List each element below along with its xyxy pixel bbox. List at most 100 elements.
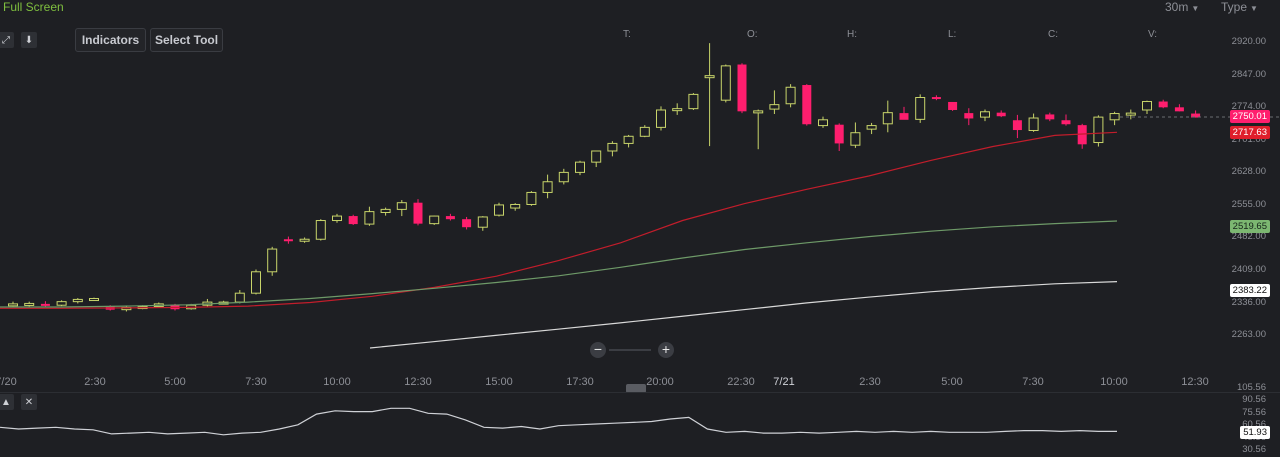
download-icon[interactable]: ⬇	[21, 32, 37, 48]
time-tick: 2:30	[859, 376, 881, 388]
candle-body	[720, 65, 731, 101]
candle-body	[283, 239, 293, 242]
candle-body	[445, 216, 455, 220]
expand-icon[interactable]: ⤢	[0, 32, 14, 48]
candle-body	[429, 215, 440, 225]
time-tick: 10:00	[323, 376, 351, 388]
candle-body	[413, 202, 423, 224]
ohlc-high-label: H:	[847, 29, 857, 40]
candle	[299, 237, 310, 243]
ma-green-line	[0, 220, 1118, 308]
candle	[575, 160, 585, 176]
candle	[267, 246, 278, 276]
oscillator-tick: 105.56	[1236, 382, 1266, 393]
move-up-icon[interactable]: ▲	[0, 394, 14, 410]
candle-body	[251, 271, 261, 294]
candle	[1077, 123, 1087, 149]
time-tick: 20:00	[646, 376, 674, 388]
pane-resize-handle[interactable]	[626, 384, 646, 393]
zoom-out-button[interactable]: −	[590, 342, 606, 358]
candle-body	[1158, 101, 1168, 108]
candle	[445, 213, 455, 221]
oscillator-value-badge: 51.93	[1240, 426, 1270, 439]
candle-body	[380, 208, 391, 214]
time-tick: 17:30	[566, 376, 594, 388]
oscillator-tick: 90.56	[1242, 394, 1266, 406]
candle-body	[802, 85, 812, 125]
candle-body	[688, 93, 699, 110]
candle	[413, 199, 423, 226]
candle	[494, 202, 504, 217]
candle	[1125, 109, 1136, 120]
candle	[704, 43, 715, 147]
candle-body	[931, 97, 941, 100]
candle-body	[591, 150, 602, 163]
ohlc-open-label: O:	[747, 29, 758, 40]
candle	[720, 64, 731, 103]
candle	[737, 63, 747, 114]
zoom-slider[interactable]	[609, 349, 651, 351]
candle-body	[56, 301, 67, 306]
candle	[899, 106, 909, 120]
indicators-button[interactable]: Indicators	[75, 28, 146, 52]
candle-body	[40, 303, 50, 306]
candle	[980, 109, 990, 122]
interval-label: 30m	[1165, 0, 1189, 14]
candle-body	[818, 119, 828, 127]
candle-body	[234, 292, 245, 303]
chevron-down-icon: ▼	[1191, 4, 1200, 13]
candle	[866, 122, 877, 135]
candle-body	[850, 132, 861, 146]
time-tick: 5:00	[164, 376, 186, 388]
candle-body	[1061, 120, 1071, 125]
candle-body	[1028, 117, 1039, 131]
type-dropdown[interactable]: Type ▼	[1221, 0, 1258, 14]
candle-body	[575, 161, 585, 173]
candle	[915, 94, 926, 123]
candle-body	[948, 101, 958, 110]
candle	[1191, 110, 1201, 118]
candle-body	[834, 124, 844, 144]
candle-body	[462, 219, 472, 228]
candle-body	[364, 211, 375, 225]
select-tool-button[interactable]: Select Tool	[150, 28, 223, 52]
type-label: Type	[1221, 0, 1248, 14]
candle	[769, 90, 780, 114]
candle	[882, 100, 893, 133]
time-tick: 7:30	[1022, 376, 1044, 388]
candle	[1093, 115, 1104, 147]
candle-body	[315, 220, 326, 240]
candle-body	[656, 109, 666, 128]
candle	[462, 216, 472, 230]
candle	[121, 306, 132, 312]
candle	[542, 174, 553, 199]
candle-body	[24, 302, 35, 306]
price-tick: 2263.00	[1231, 329, 1266, 341]
candle-body	[348, 216, 358, 225]
candle-body	[1191, 113, 1201, 118]
candle-body	[753, 110, 764, 114]
candle	[1174, 104, 1184, 112]
candle	[639, 125, 650, 138]
ohlc-time-label: T:	[623, 29, 631, 40]
chevron-down-icon: ▼	[1250, 4, 1258, 13]
candle-body	[769, 104, 780, 110]
full-screen-button[interactable]: Full Screen	[3, 0, 64, 14]
candle	[672, 103, 683, 115]
candle-body	[899, 113, 909, 120]
interval-dropdown[interactable]: 30m ▼	[1165, 0, 1199, 14]
candle	[607, 141, 618, 157]
zoom-in-button[interactable]: +	[658, 342, 674, 358]
candle-body	[866, 125, 877, 130]
candle	[623, 134, 634, 148]
price-tick: 2336.00	[1231, 296, 1266, 308]
candle	[948, 101, 958, 111]
candle	[40, 301, 50, 307]
candle-body	[477, 216, 488, 228]
candle	[332, 213, 342, 223]
candle	[380, 207, 391, 216]
candle-body	[607, 142, 618, 152]
close-icon[interactable]: ✕	[21, 394, 37, 410]
candle	[656, 106, 666, 131]
